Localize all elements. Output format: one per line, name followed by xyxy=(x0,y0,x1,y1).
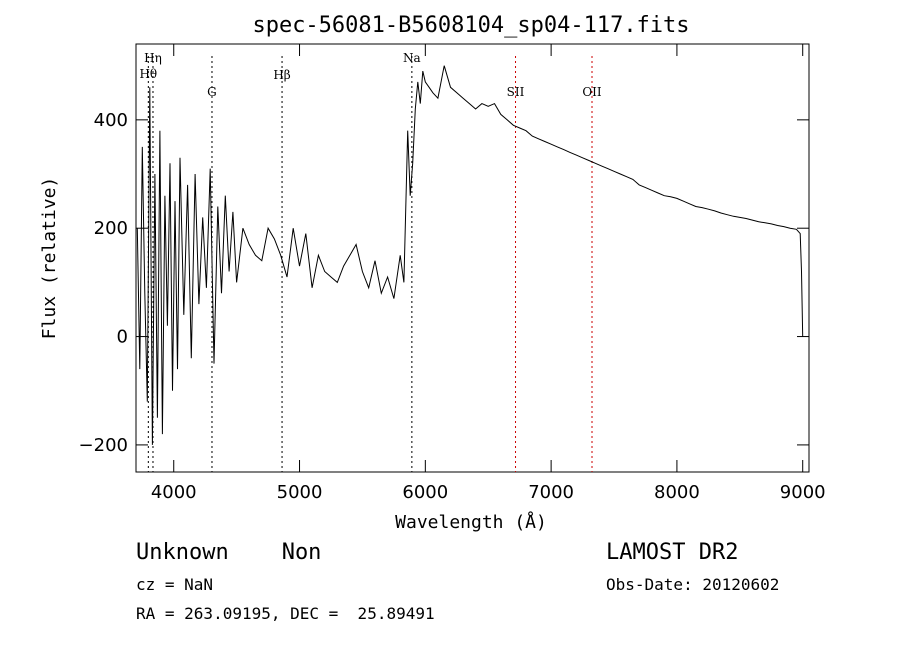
line-label: OII xyxy=(582,85,602,99)
x-tick-label: 5000 xyxy=(277,482,323,503)
y-tick-label: 0 xyxy=(117,327,128,348)
y-axis-label: Flux (relative) xyxy=(39,177,60,340)
line-label: Hη xyxy=(144,51,162,65)
observation-date-label: Obs-Date: 20120602 xyxy=(606,575,780,594)
x-tick-label: 6000 xyxy=(402,482,448,503)
x-tick-label: 9000 xyxy=(780,482,826,503)
y-tick-label: 200 xyxy=(94,218,128,239)
plot-frame xyxy=(135,43,810,473)
line-label: Hβ xyxy=(273,68,290,82)
object-class-label: Unknown Non xyxy=(136,540,322,565)
y-tick-label: 400 xyxy=(94,110,128,131)
line-label: G xyxy=(207,85,217,99)
y-tick-label: −200 xyxy=(79,435,128,456)
emission-lines: Hη Hθ G Hβ Na SII OII xyxy=(139,51,602,472)
line-label: Hθ xyxy=(139,67,157,81)
redshift-label: cz = NaN xyxy=(136,575,214,594)
x-tick-label: 8000 xyxy=(654,482,700,503)
line-label: SII xyxy=(507,85,525,99)
x-axis: 4000 5000 6000 7000 8000 9000 xyxy=(151,44,826,503)
coordinates-label: RA = 263.09195, DEC = 25.89491 xyxy=(136,604,435,623)
chart-title: spec-56081-B5608104_sp04-117.fits xyxy=(252,13,689,38)
x-tick-label: 7000 xyxy=(528,482,574,503)
x-tick-label: 4000 xyxy=(151,482,197,503)
spectrum-series xyxy=(136,65,804,445)
y-axis: −200 0 200 400 xyxy=(79,110,809,456)
x-axis-label: Wavelength (Å) xyxy=(395,511,547,533)
line-label: Na xyxy=(403,51,421,65)
survey-name-label: LAMOST DR2 xyxy=(606,540,739,565)
